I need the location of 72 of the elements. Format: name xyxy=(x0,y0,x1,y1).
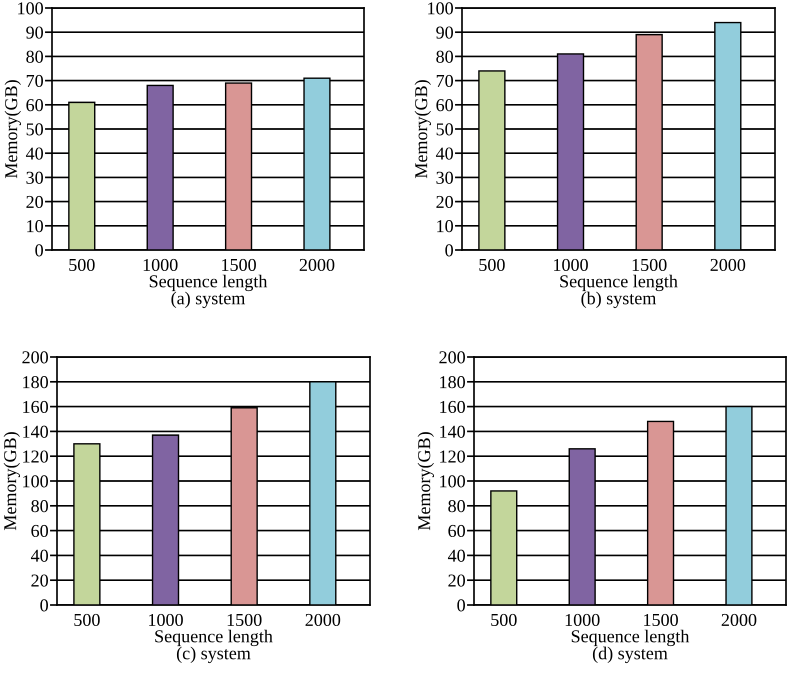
text: (b) system xyxy=(581,292,656,308)
y-tick-label: 80 xyxy=(31,500,48,512)
y-tick-label: 40 xyxy=(26,147,43,160)
x-tick-label: 1500 xyxy=(228,614,262,626)
y-tick-label: 160 xyxy=(440,400,465,414)
x-tick-label: 500 xyxy=(491,614,517,626)
y-tick-label: 60 xyxy=(26,99,43,112)
y-tick-label: 0 xyxy=(445,244,453,256)
text: (d) system xyxy=(592,646,668,664)
x-tick-label: 1500 xyxy=(222,258,256,272)
y-tick-label: 120 xyxy=(440,450,465,463)
y-tick-label: 180 xyxy=(23,376,48,388)
y-axis-title: Memory(GB) xyxy=(4,432,20,530)
y-tick-label: 40 xyxy=(448,550,465,562)
y-axis-title: Memory(GB) xyxy=(418,432,434,530)
y-tick-label: 20 xyxy=(448,574,465,587)
x-axis-title: Sequence length xyxy=(150,274,268,292)
x-axis-title: Sequence length xyxy=(572,630,690,646)
y-tick-label: 60 xyxy=(31,524,48,538)
y-tick-label: 30 xyxy=(26,172,43,184)
y-tick-label: 20 xyxy=(31,574,48,587)
y-tick-label: 70 xyxy=(26,74,43,88)
y-tick-label: 20 xyxy=(26,196,43,208)
y-tick-label: 180 xyxy=(440,376,465,388)
y-tick-label: 30 xyxy=(436,172,453,184)
x-axis-title: Sequence length xyxy=(155,630,273,646)
x-tick-label: 1000 xyxy=(144,258,178,272)
y-tick-label: 0 xyxy=(457,599,465,612)
x-tick-label: 500 xyxy=(479,258,505,272)
y-tick-label: 160 xyxy=(23,400,48,414)
y-tick-label: 90 xyxy=(26,26,43,39)
x-tick-label: 1500 xyxy=(644,614,678,626)
x-tick-label: 1500 xyxy=(632,258,667,272)
text: (c) system xyxy=(176,646,251,664)
y-tick-label: 50 xyxy=(436,123,453,136)
y-tick-label: 40 xyxy=(30,550,48,562)
y-tick-label: 100 xyxy=(18,2,43,14)
y-tick-label: 90 xyxy=(436,26,453,39)
y-tick-label: 50 xyxy=(26,123,43,136)
y-tick-label: 40 xyxy=(436,147,453,160)
x-tick-label: 2000 xyxy=(306,614,340,626)
y-tick-label: 100 xyxy=(440,475,465,488)
y-axis-title: Memory(GB) xyxy=(4,80,21,178)
y-tick-label: 100 xyxy=(23,475,48,488)
y-tick-label: 60 xyxy=(448,524,465,538)
x-tick-label: 2000 xyxy=(710,258,746,272)
x-tick-label: 500 xyxy=(74,614,100,626)
y-tick-label: 120 xyxy=(23,450,48,463)
y-tick-label: 60 xyxy=(436,99,453,112)
y-tick-label: 100 xyxy=(428,2,453,14)
text: (a) system xyxy=(171,292,246,308)
y-axis-title: Memory(GB) xyxy=(414,80,431,178)
y-tick-label: 80 xyxy=(436,50,453,63)
x-tick-label: 1000 xyxy=(149,614,183,626)
x-axis-title: Sequence length xyxy=(560,274,678,292)
y-tick-label: 10 xyxy=(27,220,43,232)
x-tick-label: 500 xyxy=(69,258,95,272)
y-tick-label: 80 xyxy=(448,500,465,512)
x-tick-label: 2000 xyxy=(300,258,334,272)
y-tick-label: 140 xyxy=(440,426,465,438)
x-tick-label: 1000 xyxy=(566,614,600,626)
y-tick-label: 70 xyxy=(436,74,453,88)
y-tick-label: 140 xyxy=(23,426,48,438)
y-tick-label: 0 xyxy=(40,599,48,612)
x-tick-label: 1000 xyxy=(554,258,588,272)
y-tick-label: 80 xyxy=(26,50,43,63)
y-tick-label: 200 xyxy=(439,351,465,364)
y-tick-label: 0 xyxy=(35,244,43,256)
y-tick-label: 10 xyxy=(437,220,453,232)
y-tick-label: 20 xyxy=(436,196,453,208)
x-tick-label: 2000 xyxy=(722,614,756,626)
y-tick-label: 200 xyxy=(22,351,48,364)
